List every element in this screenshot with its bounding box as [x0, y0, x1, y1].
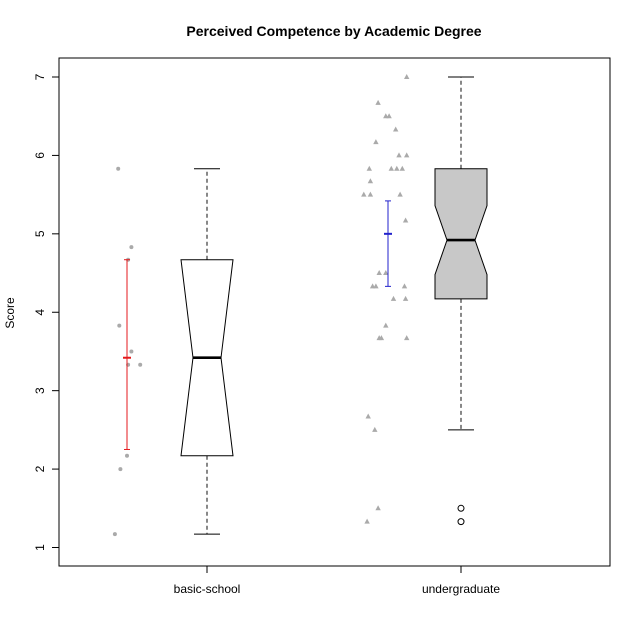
data-point: [125, 453, 129, 458]
y-tick-label: 6: [33, 152, 47, 159]
data-point: [402, 217, 409, 223]
data-point: [399, 165, 405, 171]
data-point: [397, 191, 403, 197]
data-point: [138, 362, 143, 367]
chart-title: Perceived Competence by Academic Degree: [186, 23, 481, 39]
data-point: [378, 335, 385, 341]
y-tick-label: 1: [33, 544, 47, 551]
data-point: [375, 99, 381, 105]
plot-area: [112, 74, 488, 537]
x-tick-label-basic-school: basic-school: [174, 582, 241, 596]
box: [434, 168, 488, 300]
data-point: [364, 518, 370, 524]
plot-frame: [58, 57, 611, 567]
data-point: [390, 295, 397, 301]
outlier-point: [457, 504, 465, 512]
data-point: [404, 152, 410, 158]
x-tick-label-undergraduate: undergraduate: [422, 582, 500, 596]
data-point: [404, 74, 410, 79]
data-point: [394, 165, 400, 171]
y-tick-label: 4: [33, 309, 47, 316]
y-tick-label: 5: [33, 230, 47, 237]
data-point: [376, 270, 382, 276]
group-basic-school: [112, 166, 234, 537]
y-tick-label: 2: [33, 465, 47, 472]
data-point: [118, 467, 123, 472]
data-point: [367, 191, 374, 197]
data-point: [402, 295, 409, 301]
data-point: [129, 349, 134, 354]
data-point: [372, 426, 378, 432]
outlier-point: [457, 518, 465, 526]
data-point: [361, 191, 367, 197]
y-axis-label: Score: [3, 297, 17, 329]
data-point: [366, 165, 372, 171]
data-point: [404, 335, 410, 341]
data-point: [383, 270, 389, 276]
data-point: [383, 322, 389, 328]
data-point: [388, 165, 394, 171]
data-point: [375, 505, 381, 511]
data-point: [116, 166, 121, 171]
data-point: [386, 113, 392, 119]
data-point: [365, 413, 371, 419]
data-point: [373, 283, 379, 289]
data-point: [401, 283, 408, 289]
data-point: [112, 532, 117, 537]
data-point: [396, 152, 402, 158]
data-point: [373, 139, 379, 145]
data-point: [367, 178, 374, 184]
y-tick-label: 3: [33, 387, 47, 394]
data-point: [393, 126, 399, 132]
data-point: [117, 323, 122, 328]
x-axis: basic-school undergraduate: [174, 565, 500, 596]
y-tick-label: 7: [33, 73, 47, 80]
group-undergraduate: [361, 74, 488, 526]
y-axis: 1 2 3 4 5 6 7: [33, 73, 60, 551]
data-point: [129, 245, 134, 250]
